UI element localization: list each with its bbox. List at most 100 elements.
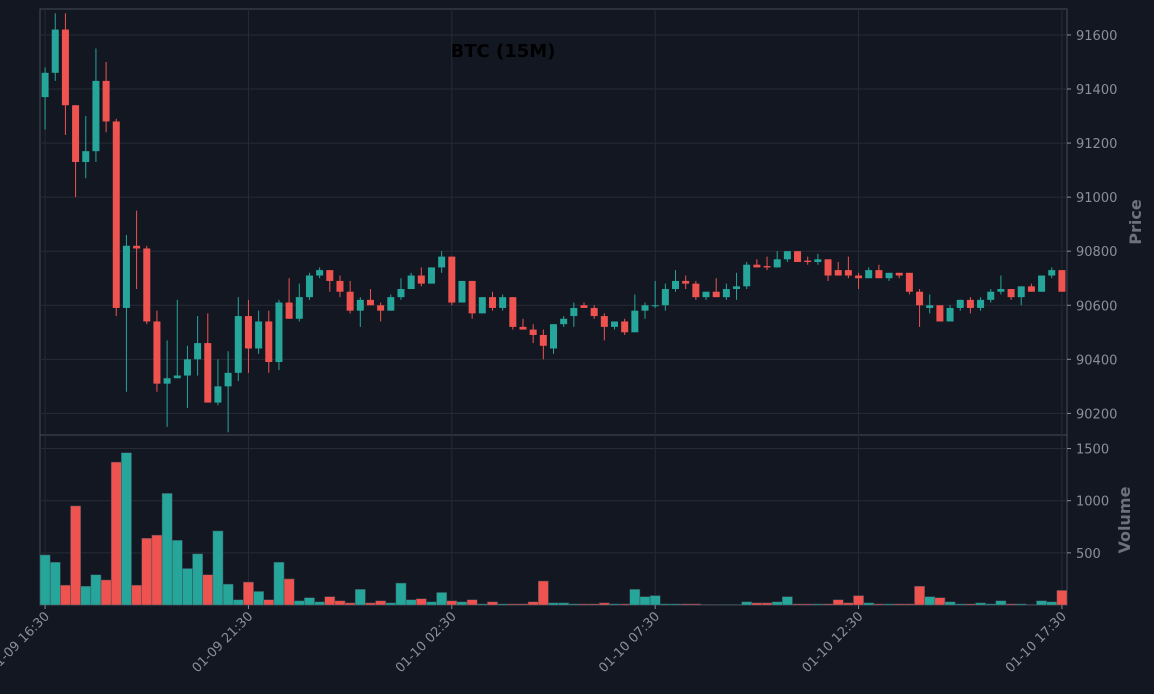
candle-body <box>316 270 324 276</box>
candle-body <box>234 316 242 373</box>
volume-bar <box>324 596 336 606</box>
volume-bar <box>151 534 163 606</box>
candle-body <box>478 297 486 314</box>
volume-bar <box>365 602 376 606</box>
candle-body <box>916 291 924 306</box>
volume-bar <box>873 603 885 606</box>
volume-bar <box>710 604 722 606</box>
volume-bar <box>843 602 854 606</box>
candle-body <box>539 334 547 346</box>
volume-bar <box>171 540 183 606</box>
volume-bar <box>1056 590 1068 606</box>
chart-title: BTC (15M) <box>451 41 556 62</box>
volume-bar <box>863 602 875 606</box>
volume-axis-label: Volume <box>1115 486 1134 553</box>
candle-body <box>905 272 913 292</box>
candle-body <box>133 245 141 249</box>
candle-body <box>631 310 639 333</box>
candle-body <box>834 270 842 276</box>
candle-body <box>72 105 80 162</box>
candle-body <box>499 297 507 308</box>
candle-body <box>1017 286 1025 298</box>
volume-bar <box>893 603 905 606</box>
volume-bar <box>202 574 214 606</box>
y-tick-label: 91600 <box>1076 29 1117 44</box>
candle-body <box>936 305 944 322</box>
y-tick-label: 90800 <box>1076 245 1117 260</box>
candle-body <box>794 251 802 263</box>
candle-body <box>204 343 212 403</box>
candle-body <box>377 305 385 311</box>
candle-body <box>61 29 69 106</box>
volume-bar <box>182 568 193 606</box>
candle-body <box>529 329 537 335</box>
candle-body <box>753 264 761 268</box>
volume-bar <box>263 599 275 606</box>
candle-body <box>844 270 852 276</box>
volume-bar <box>304 597 315 606</box>
candle-body <box>224 372 232 387</box>
candle-body <box>763 266 771 268</box>
candle-body <box>946 307 954 322</box>
volume-bar <box>39 554 51 606</box>
volume-bar <box>853 595 864 606</box>
volume-bar <box>1005 603 1017 606</box>
volume-bar <box>822 603 834 606</box>
candle-body <box>366 299 374 306</box>
volume-bar <box>680 603 692 606</box>
candle-body <box>855 275 863 279</box>
candle-body <box>82 151 90 162</box>
volume-bar <box>395 582 407 606</box>
candle-body <box>194 343 202 360</box>
volume-bar <box>944 601 956 606</box>
candle-body <box>143 248 151 322</box>
y-tick-label: 90400 <box>1076 353 1117 368</box>
candle-body <box>875 270 883 279</box>
volume-bar <box>527 601 539 606</box>
candle-body <box>51 29 59 73</box>
volume-bar <box>1026 604 1037 606</box>
volume-bar <box>568 603 580 606</box>
volume-bar <box>639 596 651 606</box>
x-tick-label: 01-10 12:30 <box>800 609 867 676</box>
x-tick-label: 01-09 21:30 <box>190 609 257 676</box>
volume-bar <box>487 601 498 606</box>
candle-body <box>590 307 598 317</box>
volume-bar <box>90 574 102 606</box>
volume-bar <box>253 591 264 606</box>
volume-bar <box>497 603 508 606</box>
candle-body <box>702 291 710 298</box>
volume-bar <box>761 602 773 606</box>
candle-body <box>255 321 263 349</box>
candle-body <box>1038 275 1046 292</box>
candle-body <box>895 272 903 276</box>
volume-bar <box>619 603 631 606</box>
volume-bar <box>751 602 763 606</box>
volume-bar <box>965 603 976 606</box>
volume-bar <box>609 603 620 606</box>
candle-body <box>458 280 466 303</box>
candle-body <box>397 289 405 298</box>
volume-bar <box>1036 600 1047 606</box>
candle-body <box>438 256 446 268</box>
candle-body <box>956 299 964 308</box>
candle-body <box>417 275 425 284</box>
candle-body <box>865 270 873 279</box>
volume-bar <box>670 603 681 606</box>
candle-body <box>92 80 100 152</box>
volume-bar <box>649 595 661 606</box>
volume-bar <box>446 600 458 606</box>
volume-bar <box>466 599 478 606</box>
candle-body <box>783 251 791 260</box>
volume-bar <box>629 589 641 606</box>
candle-body <box>163 378 171 384</box>
volume-bar <box>771 601 783 606</box>
candle-body <box>712 291 720 298</box>
volume-bar <box>599 602 610 606</box>
volume-bar <box>934 597 946 606</box>
candle-body <box>743 264 751 287</box>
y-tick-label: 90200 <box>1076 407 1117 422</box>
candle-body <box>550 324 557 349</box>
volume-bar <box>1046 601 1058 606</box>
y-tick-label: 91000 <box>1076 191 1117 206</box>
